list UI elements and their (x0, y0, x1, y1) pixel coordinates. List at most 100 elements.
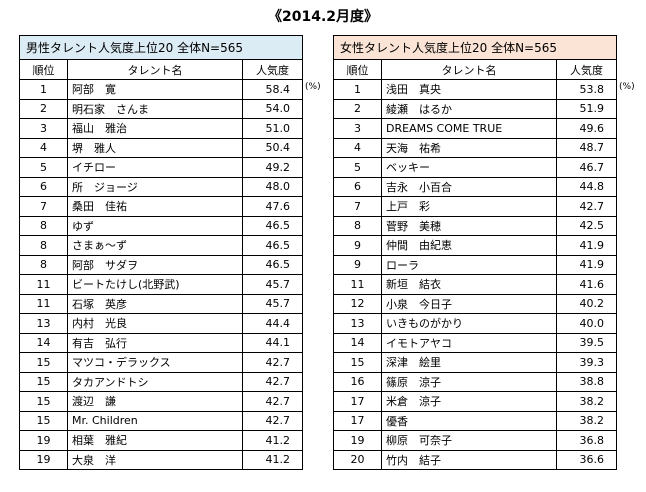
female-value-cell: 53.8 (555, 79, 618, 100)
female-rank-cell: 9 (333, 235, 382, 256)
female-rank-cell: 20 (333, 449, 382, 470)
table-row: 5 ベッキー 46.7 (333, 157, 618, 178)
female-rank-cell: 4 (333, 137, 382, 158)
female-value-cell: 36.6 (555, 449, 618, 470)
male-value-cell: 54.0 (241, 98, 304, 119)
female-name-cell: 菅野 美穂 (381, 215, 557, 236)
female-value-cell: 42.7 (555, 196, 618, 217)
male-name-cell: 明石家 さんま (67, 98, 243, 119)
table-row: 3 DREAMS COME TRUE 49.6 (333, 118, 618, 139)
male-value-cell: 46.5 (241, 235, 304, 256)
male-name-cell: 阿部 サダヲ (67, 254, 243, 275)
table-row: 19 相葉 雅紀 41.2 (19, 430, 304, 451)
male-rank-cell: 5 (19, 157, 68, 178)
table-row: 19 大泉 洋 41.2 (19, 449, 304, 470)
male-rank-cell: 19 (19, 430, 68, 451)
male-value-cell: 42.7 (241, 371, 304, 392)
table-row: 8 ゆず 46.5 (19, 215, 304, 236)
female-rank-cell: 2 (333, 98, 382, 119)
male-rank-cell: 8 (19, 254, 68, 275)
female-value-cell: 38.2 (555, 410, 618, 431)
female-value-cell: 40.0 (555, 313, 618, 334)
male-value-cell: 51.0 (241, 118, 304, 139)
male-name-cell: 相葉 雅紀 (67, 430, 243, 451)
table-row: 15 Mr. Children 42.7 (19, 410, 304, 431)
female-table-caption: 女性タレント人気度上位20 全体N=565 (332, 35, 618, 60)
male-rank-cell: 14 (19, 332, 68, 353)
male-value-cell: 48.0 (241, 176, 304, 197)
male-table-caption: 男性タレント人気度上位20 全体N=565 (18, 35, 304, 60)
female-value-cell: 38.8 (555, 371, 618, 392)
female-name-cell: 浅田 真央 (381, 79, 557, 100)
male-value-cell: 42.7 (241, 352, 304, 373)
table-row: 15 タカアンドトシ 42.7 (19, 371, 304, 392)
male-value-cell: 41.2 (241, 449, 304, 470)
male-rank-cell: 13 (19, 313, 68, 334)
table-row: 12 小泉 今日子 40.2 (333, 293, 618, 314)
table-row: 1 浅田 真央 53.8 (333, 79, 618, 100)
female-name-cell: 柳原 可奈子 (381, 430, 557, 451)
female-name-cell: 仲間 由紀恵 (381, 235, 557, 256)
male-name-cell: タカアンドトシ (67, 371, 243, 392)
table-row: 7 上戸 彩 42.7 (333, 196, 618, 217)
table-row: 11 新垣 結衣 41.6 (333, 274, 618, 295)
table-row: 2 綾瀬 はるか 51.9 (333, 98, 618, 119)
male-ranking-table: 男性タレント人気度上位20 全体N=565 順位 タレント名 人気度 1 阿部 寛… (18, 35, 304, 470)
male-value-cell: 49.2 (241, 157, 304, 178)
female-value-cell: 41.9 (555, 254, 618, 275)
female-value-cell: 39.5 (555, 332, 618, 353)
female-rank-cell: 17 (333, 391, 382, 412)
male-rank-cell: 1 (19, 79, 68, 100)
male-name-cell: 所 ジョージ (67, 176, 243, 197)
female-value-cell: 48.7 (555, 137, 618, 158)
table-row: 13 いきものがかり 40.0 (333, 313, 618, 334)
male-name-cell: 桑田 佳祐 (67, 196, 243, 217)
female-name-header: タレント名 (381, 59, 557, 80)
female-rank-cell: 17 (333, 410, 382, 431)
male-value-cell: 42.7 (241, 391, 304, 412)
male-rank-cell: 11 (19, 293, 68, 314)
male-value-cell: 45.7 (241, 274, 304, 295)
table-row: 5 イチロー 49.2 (19, 157, 304, 178)
male-rank-cell: 15 (19, 371, 68, 392)
female-rank-cell: 8 (333, 215, 382, 236)
male-name-cell: 渡辺 謙 (67, 391, 243, 412)
male-rank-cell: 8 (19, 235, 68, 256)
male-name-cell: 内村 光良 (67, 313, 243, 334)
male-value-cell: 44.4 (241, 313, 304, 334)
male-value-cell: 42.7 (241, 410, 304, 431)
male-rank-cell: 7 (19, 196, 68, 217)
female-value-cell: 41.6 (555, 274, 618, 295)
female-rank-cell: 1 (333, 79, 382, 100)
male-name-cell: 福山 雅治 (67, 118, 243, 139)
table-row: 8 さまぁ～ず 46.5 (19, 235, 304, 256)
table-row: 16 篠原 涼子 38.8 (333, 371, 618, 392)
female-table-caption-row: 女性タレント人気度上位20 全体N=565 (332, 35, 618, 60)
table-row: 3 福山 雅治 51.0 (19, 118, 304, 139)
male-name-cell: 有吉 弘行 (67, 332, 243, 353)
table-row: 11 石塚 英彦 45.7 (19, 293, 304, 314)
table-row: 4 天海 祐希 48.7 (333, 137, 618, 158)
female-name-cell: いきものがかり (381, 313, 557, 334)
male-value-cell: 58.4 (241, 79, 304, 100)
female-name-cell: 米倉 涼子 (381, 391, 557, 412)
female-rank-cell: 16 (333, 371, 382, 392)
table-row: 9 ローラ 41.9 (333, 254, 618, 275)
male-name-cell: 石塚 英彦 (67, 293, 243, 314)
male-name-cell: さまぁ～ず (67, 235, 243, 256)
male-rank-cell: 8 (19, 215, 68, 236)
female-rank-cell: 11 (333, 274, 382, 295)
female-rank-cell: 13 (333, 313, 382, 334)
female-name-cell: イモトアヤコ (381, 332, 557, 353)
table-row: 20 竹内 結子 36.6 (333, 449, 618, 470)
male-rank-cell: 15 (19, 352, 68, 373)
male-unit-label: (%) (305, 82, 321, 92)
male-rank-cell: 6 (19, 176, 68, 197)
female-name-cell: 優香 (381, 410, 557, 431)
female-value-cell: 42.5 (555, 215, 618, 236)
table-row: 8 阿部 サダヲ 46.5 (19, 254, 304, 275)
male-rank-cell: 3 (19, 118, 68, 139)
female-value-cell: 44.8 (555, 176, 618, 197)
male-value-cell: 41.2 (241, 430, 304, 451)
male-name-cell: イチロー (67, 157, 243, 178)
